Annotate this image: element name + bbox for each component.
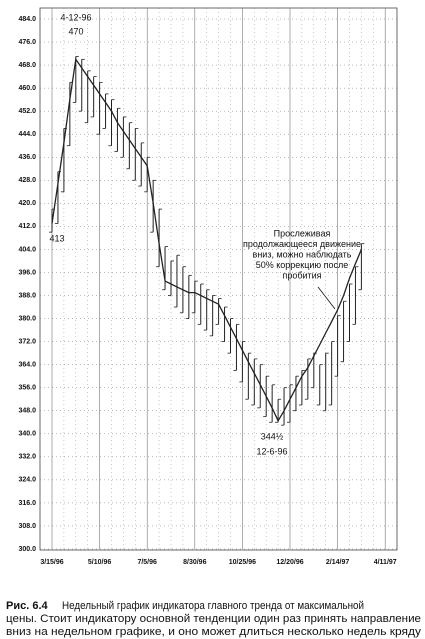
- y-tick-label: 452.0: [18, 108, 36, 115]
- y-tick-label: 404.0: [18, 246, 36, 253]
- y-tick-label: 412.0: [18, 223, 36, 230]
- y-tick-label: 460.0: [18, 85, 36, 92]
- peak-date: 4-12-96: [60, 12, 91, 22]
- y-tick-label: 364.0: [18, 361, 36, 368]
- y-tick-label: 388.0: [18, 292, 36, 299]
- y-tick-label: 308.0: [18, 523, 36, 530]
- caption-line: цены. Стоит индикатору основной тенденци…: [6, 613, 421, 625]
- y-tick-label: 444.0: [18, 131, 36, 138]
- annotation-note: Прослеживая: [274, 228, 331, 238]
- annotation-note: вниз, можно наблюдать: [253, 249, 352, 259]
- y-tick-label: 348.0: [18, 408, 36, 415]
- trend-line: [51, 57, 362, 423]
- y-tick-label: 420.0: [18, 200, 36, 207]
- y-tick-label: 436.0: [18, 154, 36, 161]
- x-tick-label: 12/20/96: [276, 559, 303, 566]
- annotation-note: 50% коррекцию после: [256, 260, 349, 270]
- x-tick-label: 10/25/96: [229, 559, 256, 566]
- y-tick-label: 468.0: [18, 62, 36, 69]
- y-tick-label: 484.0: [18, 16, 36, 23]
- x-tick-label: 3/15/96: [40, 559, 63, 566]
- low-value: 344½: [261, 431, 284, 441]
- x-tick-label: 4/11/97: [374, 559, 397, 566]
- x-tick-label: 5/10/96: [88, 559, 111, 566]
- y-tick-label: 324.0: [18, 477, 36, 484]
- y-tick-label: 372.0: [18, 338, 36, 345]
- y-tick-label: 300.0: [18, 546, 36, 553]
- y-tick-label: 380.0: [18, 315, 36, 322]
- x-tick-label: 2/14/97: [326, 559, 349, 566]
- y-tick-label: 356.0: [18, 385, 36, 392]
- peak-value: 470: [68, 26, 83, 36]
- annotation-arrow: [317, 286, 336, 310]
- annotation-note: пробития: [282, 270, 321, 280]
- x-tick-label: 7/5/96: [137, 559, 157, 566]
- caption-label: Рис. 6.4: [6, 600, 49, 612]
- annotation-note: продолжающееся движение: [243, 239, 361, 249]
- y-tick-label: 428.0: [18, 177, 36, 184]
- y-tick-label: 332.0: [18, 454, 36, 461]
- low-date: 12-6-96: [256, 446, 287, 456]
- y-tick-label: 476.0: [18, 39, 36, 46]
- y-tick-label: 316.0: [18, 500, 36, 507]
- y-tick-label: 396.0: [18, 269, 36, 276]
- y-tick-label: 340.0: [18, 431, 36, 438]
- start-value: 413: [49, 233, 64, 243]
- caption-line: вниз на недельном графике, и оно может д…: [6, 626, 422, 638]
- caption-line: Недельный график индикатора главного тре…: [62, 600, 364, 612]
- x-tick-label: 8/30/96: [183, 559, 206, 566]
